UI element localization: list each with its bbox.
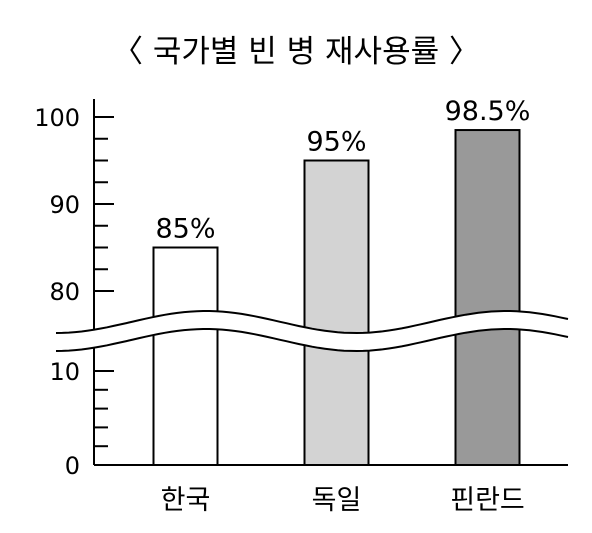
category-label: 한국 bbox=[161, 485, 211, 516]
axis-break-line-lower bbox=[55, 328, 569, 353]
bar-3 bbox=[454, 129, 521, 467]
value-label: 85% bbox=[155, 214, 215, 245]
value-label: 95% bbox=[306, 127, 366, 158]
category-label: 독일 bbox=[312, 485, 362, 516]
axis-break-line-upper bbox=[55, 310, 569, 335]
axis-break-band bbox=[56, 311, 568, 351]
y-tick-label: 100 bbox=[34, 104, 80, 132]
chart-title: 〈 국가별 빈 병 재사용률 〉 bbox=[112, 34, 480, 70]
y-tick-label: 90 bbox=[49, 191, 80, 219]
bars bbox=[152, 129, 521, 467]
bar-1 bbox=[152, 246, 219, 466]
labels: 85% 한국 95% 독일 98.5% 핀란드 bbox=[155, 96, 530, 516]
bar-2 bbox=[303, 159, 370, 466]
y-tick-label: 0 bbox=[65, 452, 80, 480]
y-tick-label: 10 bbox=[49, 358, 80, 386]
axis-break bbox=[55, 310, 569, 353]
value-label: 98.5% bbox=[445, 96, 531, 127]
category-label: 핀란드 bbox=[450, 485, 525, 516]
y-tick-label: 80 bbox=[49, 278, 80, 306]
